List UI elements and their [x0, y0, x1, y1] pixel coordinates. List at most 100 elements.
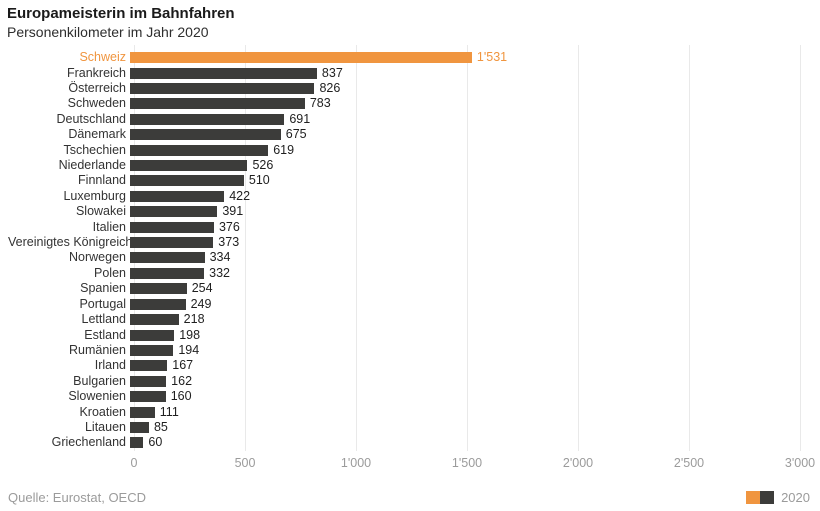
bar-value-label: 332	[209, 265, 230, 280]
bar-value-label: 422	[229, 188, 251, 203]
bar-value-label: 162	[171, 373, 193, 388]
bar-value-label: 691	[289, 111, 311, 126]
gridline	[467, 45, 468, 451]
gridline	[689, 45, 690, 451]
bar-value-label: 111	[159, 404, 179, 419]
bar	[130, 252, 205, 264]
table-row: Portugal 249	[8, 297, 800, 312]
bar-value-label: 783	[309, 96, 331, 111]
bar-zone: 373	[130, 235, 800, 250]
table-row: Spanien 254	[8, 281, 800, 296]
country-label: Frankreich	[66, 65, 126, 80]
table-row: Italien 376	[8, 219, 800, 234]
bar-value-label: 198	[179, 327, 201, 342]
table-row: Irland 167	[8, 358, 800, 373]
bar-zone: 691	[130, 112, 800, 127]
country-label: Niederlande	[58, 158, 126, 173]
bar-value-label: 376	[218, 219, 240, 234]
country-label: Schweden	[67, 96, 126, 111]
bar	[130, 52, 472, 64]
bar	[130, 129, 281, 141]
x-tick-label: 0	[130, 455, 138, 470]
table-row: Vereinigtes Königreich 373	[8, 235, 800, 250]
bar-value-label: 85	[153, 419, 168, 434]
bar-zone: 194	[130, 343, 800, 358]
country-label: Norwegen	[69, 250, 126, 265]
country-label: Irland	[94, 358, 126, 373]
bar	[130, 421, 149, 433]
x-tick-label: 1'000	[340, 455, 372, 470]
legend-swatch-accent	[746, 491, 761, 504]
country-label: Griechenland	[51, 435, 126, 450]
bar	[130, 237, 214, 249]
table-row: Frankreich 837	[8, 65, 800, 80]
x-tick-label: 500	[234, 455, 256, 470]
legend: 2020	[746, 490, 810, 505]
source-note: Quelle: Eurostat, OECD	[8, 490, 146, 505]
table-row: Luxemburg 422	[8, 189, 800, 204]
country-label: Slowenien	[68, 389, 126, 404]
table-row: Deutschland 691	[8, 112, 800, 127]
gridline	[356, 45, 357, 451]
country-label: Spanien	[80, 281, 126, 296]
x-axis: 0 500 1'000 1'500 2'000 2'500 3'000	[130, 451, 816, 473]
table-row: Kroatien 111	[8, 404, 800, 419]
gridline	[800, 45, 801, 451]
bar-value-label: 510	[248, 173, 270, 188]
bar-zone: 826	[130, 81, 800, 96]
bar	[130, 298, 186, 310]
bar	[130, 67, 317, 79]
table-row: Norwegen 334	[8, 250, 800, 265]
page-title: Europameisterin im Bahnfahren	[7, 5, 235, 22]
country-label: Finnland	[78, 173, 126, 188]
country-label: Österreich	[68, 81, 126, 96]
table-row: Slowakei 391	[8, 204, 800, 219]
country-label: Tschechien	[63, 142, 126, 157]
country-label: Dänemark	[68, 127, 126, 142]
bar-zone: 162	[130, 374, 800, 389]
bar-zone: 334	[130, 250, 800, 265]
x-tick-label: 3'000	[784, 455, 816, 470]
bar-zone: 1'531	[130, 50, 800, 65]
bar-value-label: 373	[218, 235, 240, 250]
bar	[130, 160, 248, 172]
country-label: Portugal	[79, 296, 126, 311]
bar-value-label: 167	[172, 358, 194, 373]
table-row: Rumänien 194	[8, 343, 800, 358]
bar-value-label: 160	[170, 389, 192, 404]
table-row: Finnland 510	[8, 173, 800, 188]
country-label: Luxemburg	[63, 188, 126, 203]
table-row: Lettland 218	[8, 312, 800, 327]
bar-rows: Schweiz 1'531 Frankreich 837 Österreich …	[8, 50, 800, 451]
bar-value-label: 194	[178, 342, 200, 357]
country-label: Slowakei	[75, 204, 126, 219]
bar-value-label: 619	[273, 142, 295, 157]
page-subtitle: Personenkilometer im Jahr 2020	[7, 24, 209, 40]
bar-value-label: 249	[190, 296, 212, 311]
bar	[130, 83, 315, 95]
bar-zone: 167	[130, 358, 800, 373]
country-label: Bulgarien	[73, 373, 126, 388]
bar	[130, 144, 269, 156]
country-label: Polen	[94, 265, 126, 280]
x-tick-label: 1'500	[451, 455, 483, 470]
country-label: Italien	[92, 219, 126, 234]
bar-value-label: 1'531	[476, 50, 508, 65]
table-row: Slowenien 160	[8, 389, 800, 404]
bar-zone: 391	[130, 204, 800, 219]
table-row: Österreich 826	[8, 81, 800, 96]
bar-zone: 619	[130, 142, 800, 157]
bar-value-label: 218	[183, 312, 205, 327]
country-label: Rumänien	[69, 342, 126, 357]
table-row: Niederlande 526	[8, 158, 800, 173]
x-tick-label: 2'000	[562, 455, 594, 470]
country-label: Lettland	[81, 312, 126, 327]
bar-zone: 422	[130, 189, 800, 204]
bar-value-label: 334	[209, 250, 231, 265]
bar-zone: 60	[130, 435, 800, 450]
bar-zone: 160	[130, 389, 800, 404]
bar	[130, 391, 166, 403]
bar	[130, 267, 205, 279]
bar-value-label: 391	[222, 204, 244, 219]
